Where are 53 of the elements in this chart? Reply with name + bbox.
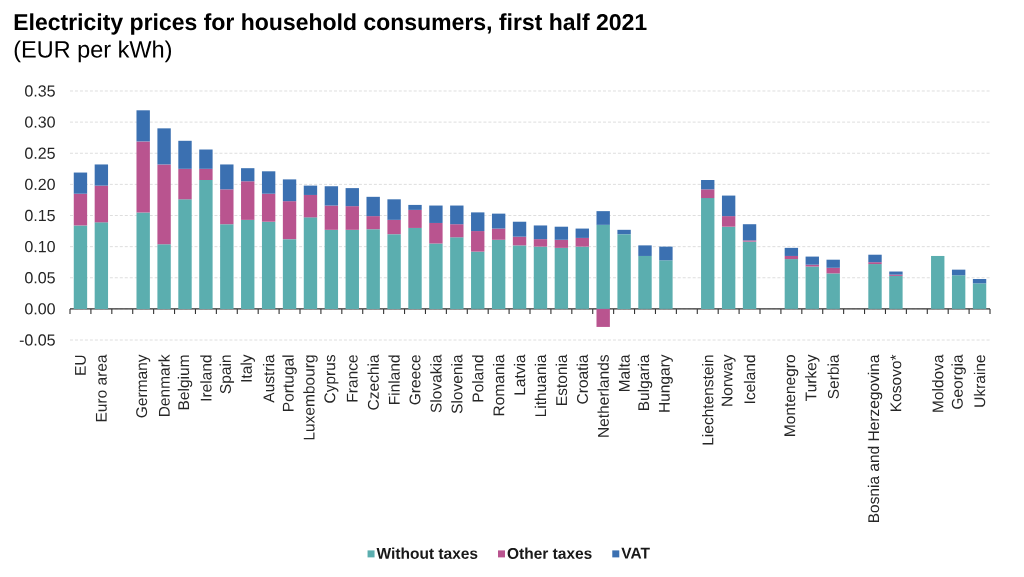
x-tick-label: Hungary (658, 354, 673, 412)
x-tick-label: Iceland (743, 355, 756, 403)
x-tick-label: Malta (618, 354, 630, 392)
x-tick-label: Romania (492, 354, 505, 416)
x-tick-label: Ukraine (973, 355, 986, 407)
y-tick-label: 0.10 (25, 240, 55, 253)
x-tick-label: Bulgaria (637, 354, 653, 411)
x-tick-label: Liechtenstein (702, 355, 714, 445)
x-tick-label: Turkey (805, 354, 820, 401)
x-tick-label: Norway (721, 354, 736, 406)
legend-label: VAT (621, 547, 650, 559)
x-tick-label: Denmark (158, 354, 170, 417)
x-tick-label: Estonia (555, 354, 568, 405)
x-tick-label: Luxembourg (303, 355, 318, 440)
chart-title: Electricity prices for household consumers, first half 2021 (14, 13, 647, 35)
y-tick-label: 0.15 (25, 209, 55, 222)
x-tick-label: Germany (136, 354, 151, 418)
x-tick-label: Kosovo* (890, 354, 902, 411)
x-tick-label: Bosnia and Herzegovina (867, 354, 883, 523)
x-tick-label: Slovakia (430, 354, 442, 413)
x-tick-label: Latvia (513, 354, 526, 395)
x-tick-label: Italy (240, 354, 255, 382)
y-tick-label: 0.30 (25, 116, 55, 128)
x-tick-label: Cyprus (324, 355, 339, 403)
y-tick-label: 0.25 (25, 147, 55, 159)
x-tick-label: Netherlands (597, 355, 609, 437)
x-tick-label: Greece (409, 355, 421, 405)
x-tick-label: Euro area (95, 354, 107, 422)
x-tick-label: Portugal (282, 355, 297, 411)
x-tick-label: Czechia (367, 354, 379, 410)
y-tick-label: 0.35 (25, 85, 55, 97)
x-tick-label: Poland (472, 355, 484, 402)
x-tick-label: Austria (262, 354, 275, 403)
legend-label: Other taxes (507, 547, 592, 559)
y-tick-label: 0.00 (25, 303, 55, 315)
x-tick-label: Ireland (200, 355, 212, 401)
x-tick-label: Spain (219, 355, 235, 394)
x-tick-label: Belgium (177, 355, 193, 410)
x-tick-label: France (346, 355, 358, 402)
legend-label: Without taxes (376, 547, 478, 559)
x-tick-label: Finland (388, 355, 400, 405)
y-tick-label: 0.20 (25, 178, 55, 191)
x-tick-label: Georgia (951, 354, 966, 409)
x-tick-label: Slovenia (451, 354, 463, 414)
x-tick-label: Lithuania (534, 354, 547, 417)
y-tick-label: -0.05 (19, 334, 55, 346)
x-tick-label: Moldova (932, 354, 944, 412)
chart-subtitle: (EUR per kWh) (14, 40, 172, 63)
x-tick-label: Croatia (576, 354, 588, 404)
y-tick-label: 0.05 (25, 272, 55, 284)
x-tick-label: EU (75, 355, 86, 375)
x-tick-label: Serbia (827, 354, 839, 399)
x-tick-label: Montenegro (784, 355, 799, 436)
